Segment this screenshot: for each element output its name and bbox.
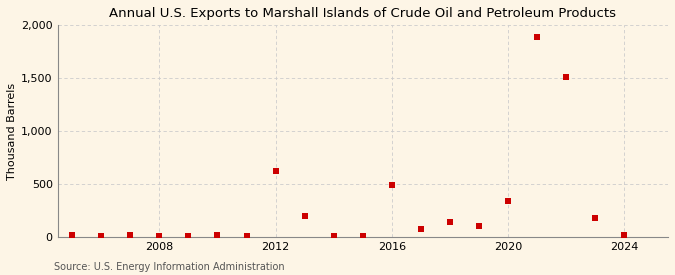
Text: Source: U.S. Energy Information Administration: Source: U.S. Energy Information Administ… xyxy=(54,262,285,272)
Point xyxy=(358,234,369,238)
Point xyxy=(619,232,630,237)
Point xyxy=(96,234,107,238)
Point xyxy=(445,220,456,224)
Title: Annual U.S. Exports to Marshall Islands of Crude Oil and Petroleum Products: Annual U.S. Exports to Marshall Islands … xyxy=(109,7,616,20)
Point xyxy=(154,234,165,238)
Point xyxy=(561,75,572,79)
Point xyxy=(416,227,427,232)
Point xyxy=(299,213,310,218)
Point xyxy=(532,35,543,39)
Point xyxy=(387,183,398,187)
Point xyxy=(38,234,49,238)
Point xyxy=(474,224,485,228)
Point xyxy=(212,233,223,237)
Y-axis label: Thousand Barrels: Thousand Barrels xyxy=(7,82,17,180)
Point xyxy=(503,199,514,203)
Point xyxy=(328,234,339,238)
Point xyxy=(67,233,78,237)
Point xyxy=(590,216,601,220)
Point xyxy=(125,232,136,237)
Point xyxy=(270,169,281,173)
Point xyxy=(241,234,252,238)
Point xyxy=(183,234,194,238)
